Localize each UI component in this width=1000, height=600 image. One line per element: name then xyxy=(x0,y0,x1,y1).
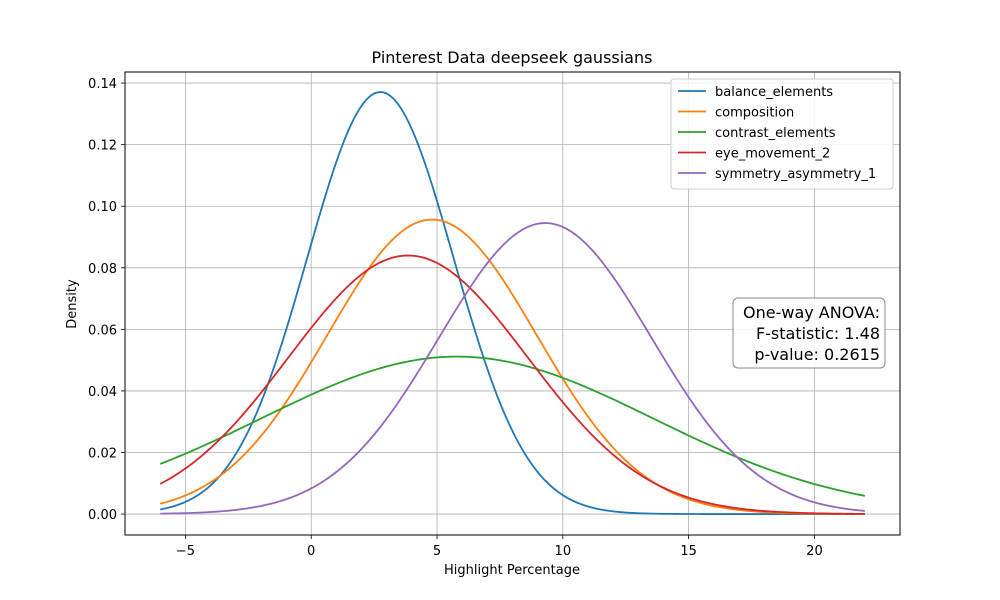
x-tick-label: −5 xyxy=(176,544,195,559)
annotation-box xyxy=(732,297,886,369)
legend-label: balance_elements xyxy=(715,85,833,100)
y-axis-title: Density xyxy=(65,279,80,329)
annotation-line-3: p-value: 0.2615 xyxy=(754,345,880,364)
y-tick-label: 0.10 xyxy=(88,200,117,215)
x-tick-label: 0 xyxy=(307,544,315,559)
legend-label: symmetry_asymmetry_1 xyxy=(715,167,876,182)
chart-title: Pinterest Data deepseek gaussians xyxy=(372,48,653,67)
anova-annotation: One-way ANOVA: F-statistic: 1.48 p-value… xyxy=(732,297,886,369)
y-tick-label: 0.06 xyxy=(88,323,117,338)
y-axis: 0.00 0.02 0.04 0.06 0.08 0.10 0.12 0.14 xyxy=(88,77,125,523)
x-axis-title: Highlight Percentage xyxy=(444,563,580,578)
x-tick-label: 15 xyxy=(680,544,697,559)
series-line-eye-movement-2 xyxy=(159,254,865,515)
series-group xyxy=(159,91,865,515)
x-tick-label: 5 xyxy=(433,544,441,559)
y-tick-label: 0.12 xyxy=(88,139,117,154)
y-tick-label: 0.02 xyxy=(88,446,117,461)
x-axis: −5 0 5 10 15 20 xyxy=(176,535,823,559)
legend-label: contrast_elements xyxy=(715,126,836,141)
annotation-line-2: F-statistic: 1.48 xyxy=(756,324,880,343)
plot-frame xyxy=(124,71,901,536)
y-tick-label: 0.00 xyxy=(88,508,117,523)
legend-box xyxy=(670,78,894,190)
series-line-contrast-elements xyxy=(159,355,865,497)
annotation-line-1: One-way ANOVA: xyxy=(743,303,880,322)
legend: balance_elements composition contrast_elem… xyxy=(670,78,894,190)
y-tick-label: 0.08 xyxy=(88,262,117,277)
series-line-composition xyxy=(160,218,865,515)
y-tick-label: 0.14 xyxy=(88,77,117,92)
legend-label: composition xyxy=(715,106,794,121)
legend-label: eye_movement_2 xyxy=(715,147,830,162)
series-line-balance-elements xyxy=(160,91,865,515)
x-tick-label: 20 xyxy=(806,544,823,559)
series-line-symmetry-asymmetry-1 xyxy=(160,222,865,515)
y-tick-label: 0.04 xyxy=(88,385,117,400)
x-tick-label: 10 xyxy=(555,544,572,559)
